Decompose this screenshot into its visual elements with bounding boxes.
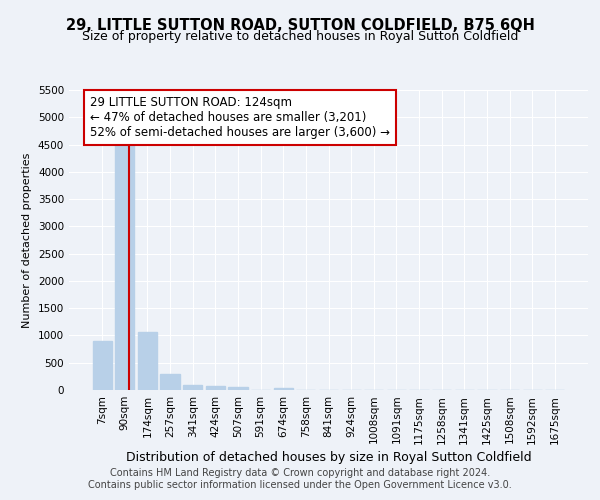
Y-axis label: Number of detached properties: Number of detached properties: [22, 152, 32, 328]
X-axis label: Distribution of detached houses by size in Royal Sutton Coldfield: Distribution of detached houses by size …: [125, 450, 532, 464]
Bar: [115, 142, 134, 390]
Bar: [160, 374, 180, 390]
Bar: [206, 386, 225, 390]
Text: 29 LITTLE SUTTON ROAD: 124sqm
← 47% of detached houses are smaller (3,201)
52% o: 29 LITTLE SUTTON ROAD: 124sqm ← 47% of d…: [90, 96, 390, 139]
Text: Contains HM Land Registry data © Crown copyright and database right 2024.: Contains HM Land Registry data © Crown c…: [110, 468, 490, 477]
Bar: [92, 341, 112, 390]
Bar: [183, 384, 202, 390]
Text: Size of property relative to detached houses in Royal Sutton Coldfield: Size of property relative to detached ho…: [82, 30, 518, 43]
Bar: [138, 332, 157, 390]
Bar: [229, 388, 248, 390]
Text: 29, LITTLE SUTTON ROAD, SUTTON COLDFIELD, B75 6QH: 29, LITTLE SUTTON ROAD, SUTTON COLDFIELD…: [65, 18, 535, 32]
Bar: [274, 388, 293, 390]
Text: Contains public sector information licensed under the Open Government Licence v3: Contains public sector information licen…: [88, 480, 512, 490]
